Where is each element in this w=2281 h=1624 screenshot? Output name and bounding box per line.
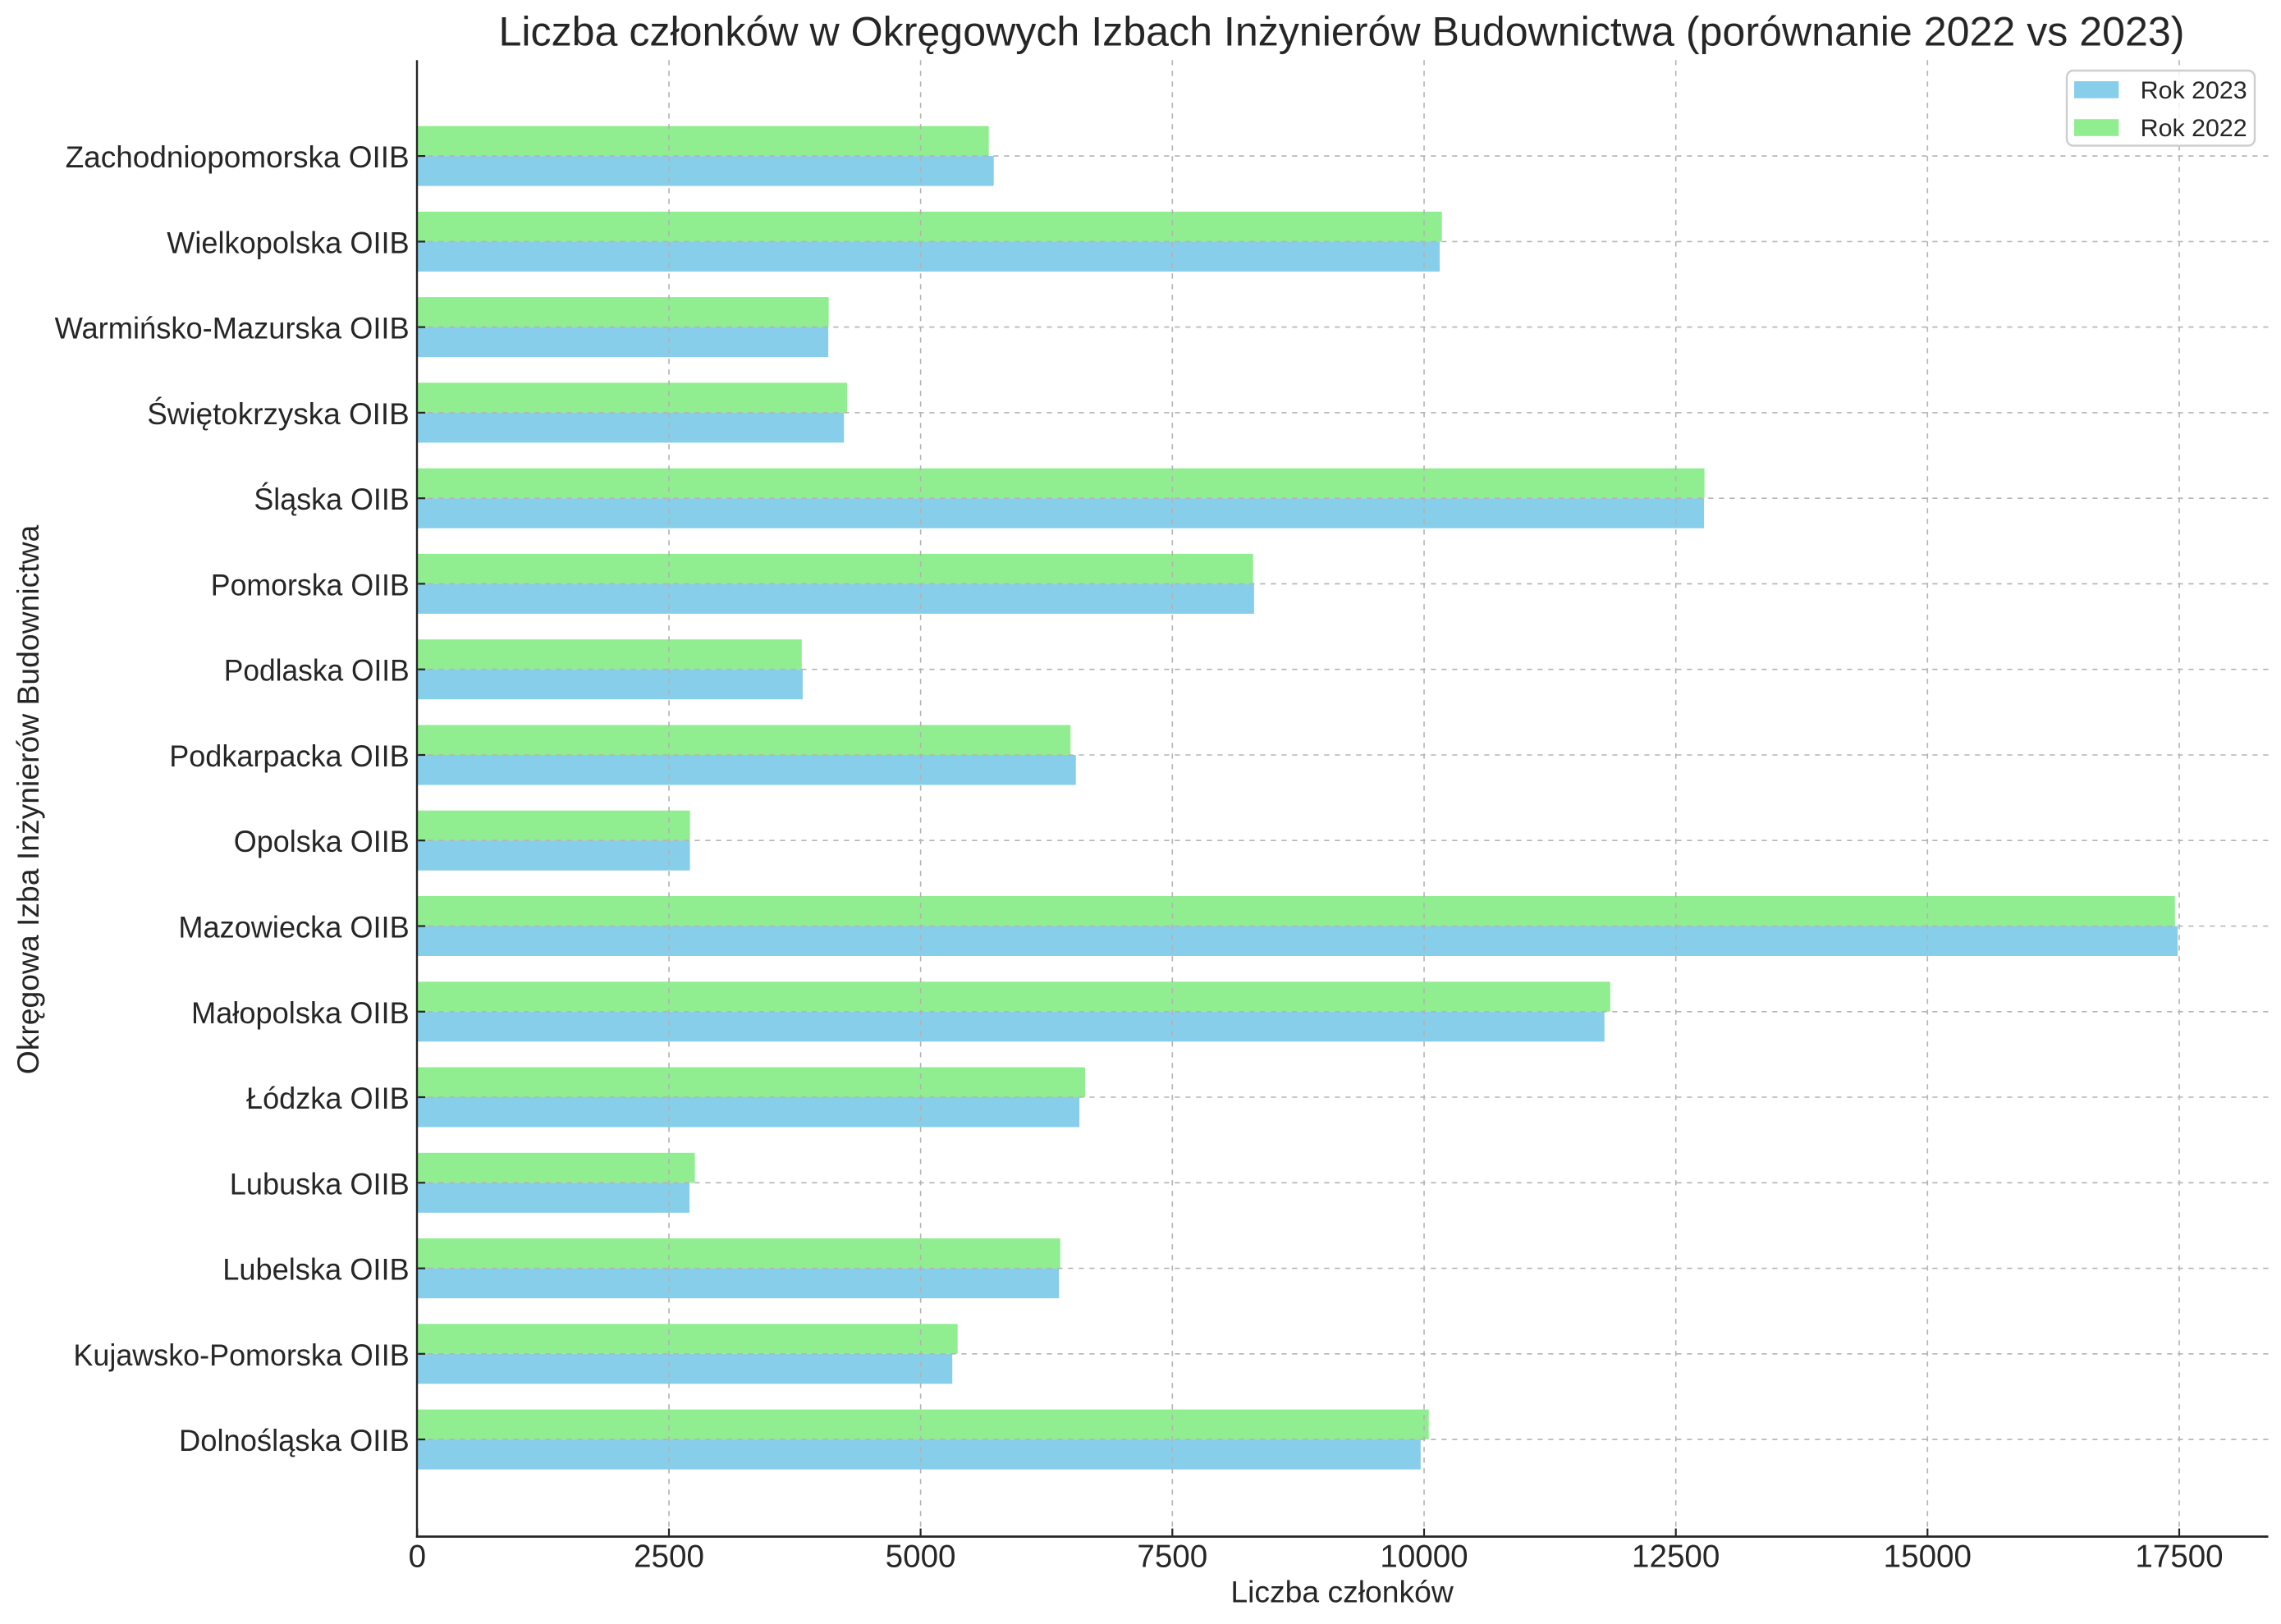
svg-text:Kujawsko-Pomorska OIIB: Kujawsko-Pomorska OIIB bbox=[73, 1338, 409, 1372]
svg-text:7500: 7500 bbox=[1137, 1539, 1207, 1575]
svg-text:Dolnośląska OIIB: Dolnośląska OIIB bbox=[179, 1423, 410, 1457]
svg-text:Liczba członków: Liczba członków bbox=[1230, 1575, 1454, 1609]
svg-text:Podkarpacka OIIB: Podkarpacka OIIB bbox=[169, 739, 410, 773]
svg-text:0: 0 bbox=[409, 1539, 426, 1575]
svg-text:Mazowiecka OIIB: Mazowiecka OIIB bbox=[178, 910, 409, 945]
svg-text:Lubelska OIIB: Lubelska OIIB bbox=[222, 1252, 410, 1287]
svg-text:Okręgowa Izba Inżynierów Budow: Okręgowa Izba Inżynierów Budownictwa bbox=[11, 524, 45, 1074]
svg-text:15000: 15000 bbox=[1884, 1539, 1972, 1575]
svg-text:Śląska OIIB: Śląska OIIB bbox=[254, 482, 409, 516]
svg-text:Opolska OIIB: Opolska OIIB bbox=[234, 824, 410, 858]
svg-text:5000: 5000 bbox=[886, 1539, 956, 1575]
svg-text:Rok 2022: Rok 2022 bbox=[2141, 115, 2247, 142]
svg-text:Pomorska OIIB: Pomorska OIIB bbox=[211, 567, 410, 602]
svg-text:12500: 12500 bbox=[1632, 1539, 1720, 1575]
svg-text:Warmińsko-Mazurska OIIB: Warmińsko-Mazurska OIIB bbox=[55, 311, 410, 345]
svg-text:17500: 17500 bbox=[2135, 1539, 2223, 1575]
svg-text:Rok 2023: Rok 2023 bbox=[2141, 77, 2247, 104]
svg-text:Liczba członków w Okręgowych I: Liczba członków w Okręgowych Izbach Inży… bbox=[499, 9, 2185, 55]
svg-text:10000: 10000 bbox=[1380, 1539, 1468, 1575]
svg-text:Podlaska OIIB: Podlaska OIIB bbox=[224, 653, 410, 688]
svg-text:Świętokrzyska OIIB: Świętokrzyska OIIB bbox=[147, 396, 410, 431]
svg-text:2500: 2500 bbox=[634, 1539, 704, 1575]
svg-text:Zachodniopomorska OIIB: Zachodniopomorska OIIB bbox=[66, 140, 410, 174]
svg-text:Małopolska OIIB: Małopolska OIIB bbox=[191, 995, 410, 1030]
svg-text:Wielkopolska OIIB: Wielkopolska OIIB bbox=[167, 225, 410, 259]
svg-text:Łódzka OIIB: Łódzka OIIB bbox=[246, 1081, 410, 1115]
svg-text:Lubuska OIIB: Lubuska OIIB bbox=[230, 1166, 410, 1201]
